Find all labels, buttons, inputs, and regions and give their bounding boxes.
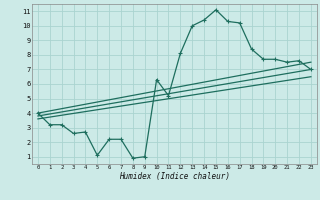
X-axis label: Humidex (Indice chaleur): Humidex (Indice chaleur) xyxy=(119,172,230,181)
